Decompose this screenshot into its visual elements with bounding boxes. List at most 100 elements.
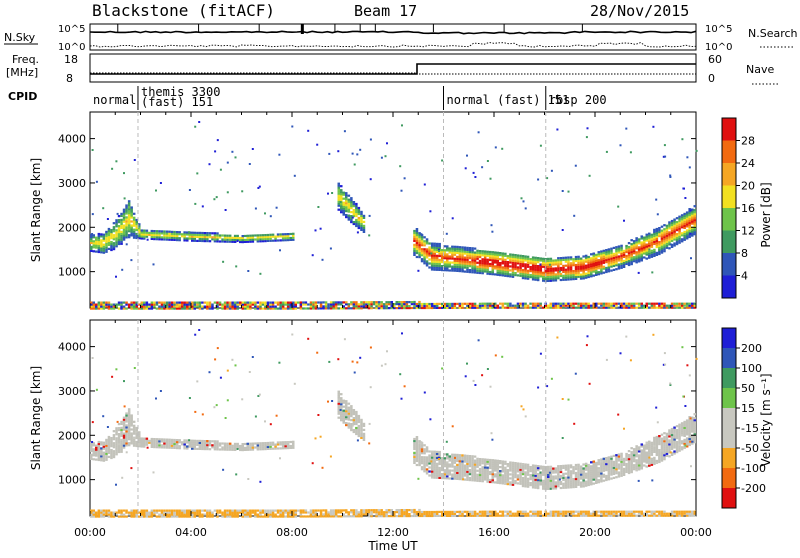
power-cell — [666, 239, 669, 241]
power-cell — [348, 195, 351, 197]
power-cell — [353, 223, 356, 225]
power-cell — [651, 252, 654, 254]
velocity-cell — [514, 480, 517, 482]
power-cell — [476, 258, 479, 260]
velocity-cell — [570, 466, 573, 468]
power-cell — [163, 236, 166, 238]
power-cell — [98, 247, 101, 249]
velocity-cell — [570, 478, 573, 480]
power-cell — [108, 232, 111, 234]
power-cell — [153, 304, 156, 306]
power-speckle — [214, 150, 216, 152]
power-cell — [128, 236, 131, 238]
velocity-cell — [158, 510, 161, 512]
power-cell — [570, 264, 573, 266]
power-cell — [204, 238, 207, 240]
power-cell — [648, 253, 651, 255]
power-cell — [426, 307, 429, 309]
power-cell — [656, 254, 659, 256]
power-cell — [630, 255, 633, 257]
power-cell — [512, 305, 515, 307]
power-cell — [403, 307, 406, 309]
velocity-cell — [176, 441, 179, 443]
power-cell — [128, 304, 131, 306]
power-cell — [396, 303, 399, 305]
power-cell — [388, 301, 391, 303]
power-cell — [292, 237, 295, 239]
power-cell — [678, 305, 681, 307]
velocity-cell — [350, 413, 353, 415]
velocity-cell — [537, 513, 540, 515]
velocity-cell — [209, 444, 212, 446]
power-cell — [125, 222, 128, 224]
power-cell — [277, 233, 280, 235]
velocity-cell — [469, 461, 472, 463]
velocity-cell — [146, 440, 149, 442]
power-cell — [171, 233, 174, 235]
power-cell — [247, 302, 250, 304]
velocity-cell — [567, 486, 570, 488]
power-cell — [413, 301, 416, 303]
velocity-cell — [108, 450, 111, 452]
velocity-cell — [454, 462, 457, 464]
power-cell — [262, 304, 265, 306]
power-cell — [418, 303, 421, 305]
power-cell — [378, 305, 381, 307]
power-cell — [262, 234, 265, 236]
power-cell — [474, 305, 477, 307]
power-cell — [219, 304, 222, 306]
velocity-cell — [433, 469, 436, 471]
power-cell — [168, 308, 171, 310]
velocity-cell — [529, 474, 532, 476]
power-cell — [105, 304, 108, 306]
velocity-cell — [287, 514, 290, 516]
power-speckle — [194, 126, 196, 128]
velocity-cell — [550, 486, 553, 488]
velocity-cell — [403, 509, 406, 511]
power-cell — [633, 256, 636, 258]
power-cell — [466, 265, 469, 267]
velocity-cell — [456, 454, 459, 456]
velocity-cell — [125, 516, 128, 518]
power-speckle — [259, 273, 261, 275]
power-cell — [449, 263, 452, 265]
power-cell — [418, 254, 421, 256]
velocity-cell — [103, 510, 106, 512]
power-cell — [189, 238, 192, 240]
velocity-cell — [363, 435, 366, 437]
velocity-cell — [118, 439, 121, 441]
velocity-cell — [517, 464, 520, 466]
velocity-cell — [421, 462, 424, 464]
velocity-cell — [244, 516, 247, 518]
velocity-cell — [340, 419, 343, 421]
velocity-cell — [118, 437, 121, 439]
velocity-cell — [638, 513, 641, 515]
power-cell — [431, 265, 434, 267]
velocity-cell — [459, 460, 462, 462]
power-cell — [486, 253, 489, 255]
power-cell — [671, 228, 674, 230]
velocity-cell — [98, 441, 101, 443]
power-cell — [532, 262, 535, 264]
velocity-cell — [585, 511, 588, 513]
velocity-cell — [257, 448, 260, 450]
power-cell — [98, 251, 101, 253]
power-speckle — [478, 131, 480, 133]
power-cell — [338, 183, 341, 185]
velocity-cell — [103, 516, 106, 518]
velocity-cell — [282, 443, 285, 445]
power-cell — [454, 260, 457, 262]
power-cell — [416, 248, 419, 250]
colorbar-tick-label: 20 — [741, 180, 755, 193]
power-cell — [189, 236, 192, 238]
power-cell — [524, 269, 527, 271]
power-colorbar-label: Power [dB] — [759, 182, 773, 247]
power-cell — [658, 227, 661, 229]
velocity-cell — [499, 478, 502, 480]
power-cell — [512, 264, 515, 266]
power-cell — [118, 239, 121, 241]
power-cell — [605, 257, 608, 259]
velocity-cell — [653, 515, 656, 517]
velocity-cell — [338, 405, 341, 407]
velocity-cell — [216, 448, 219, 450]
